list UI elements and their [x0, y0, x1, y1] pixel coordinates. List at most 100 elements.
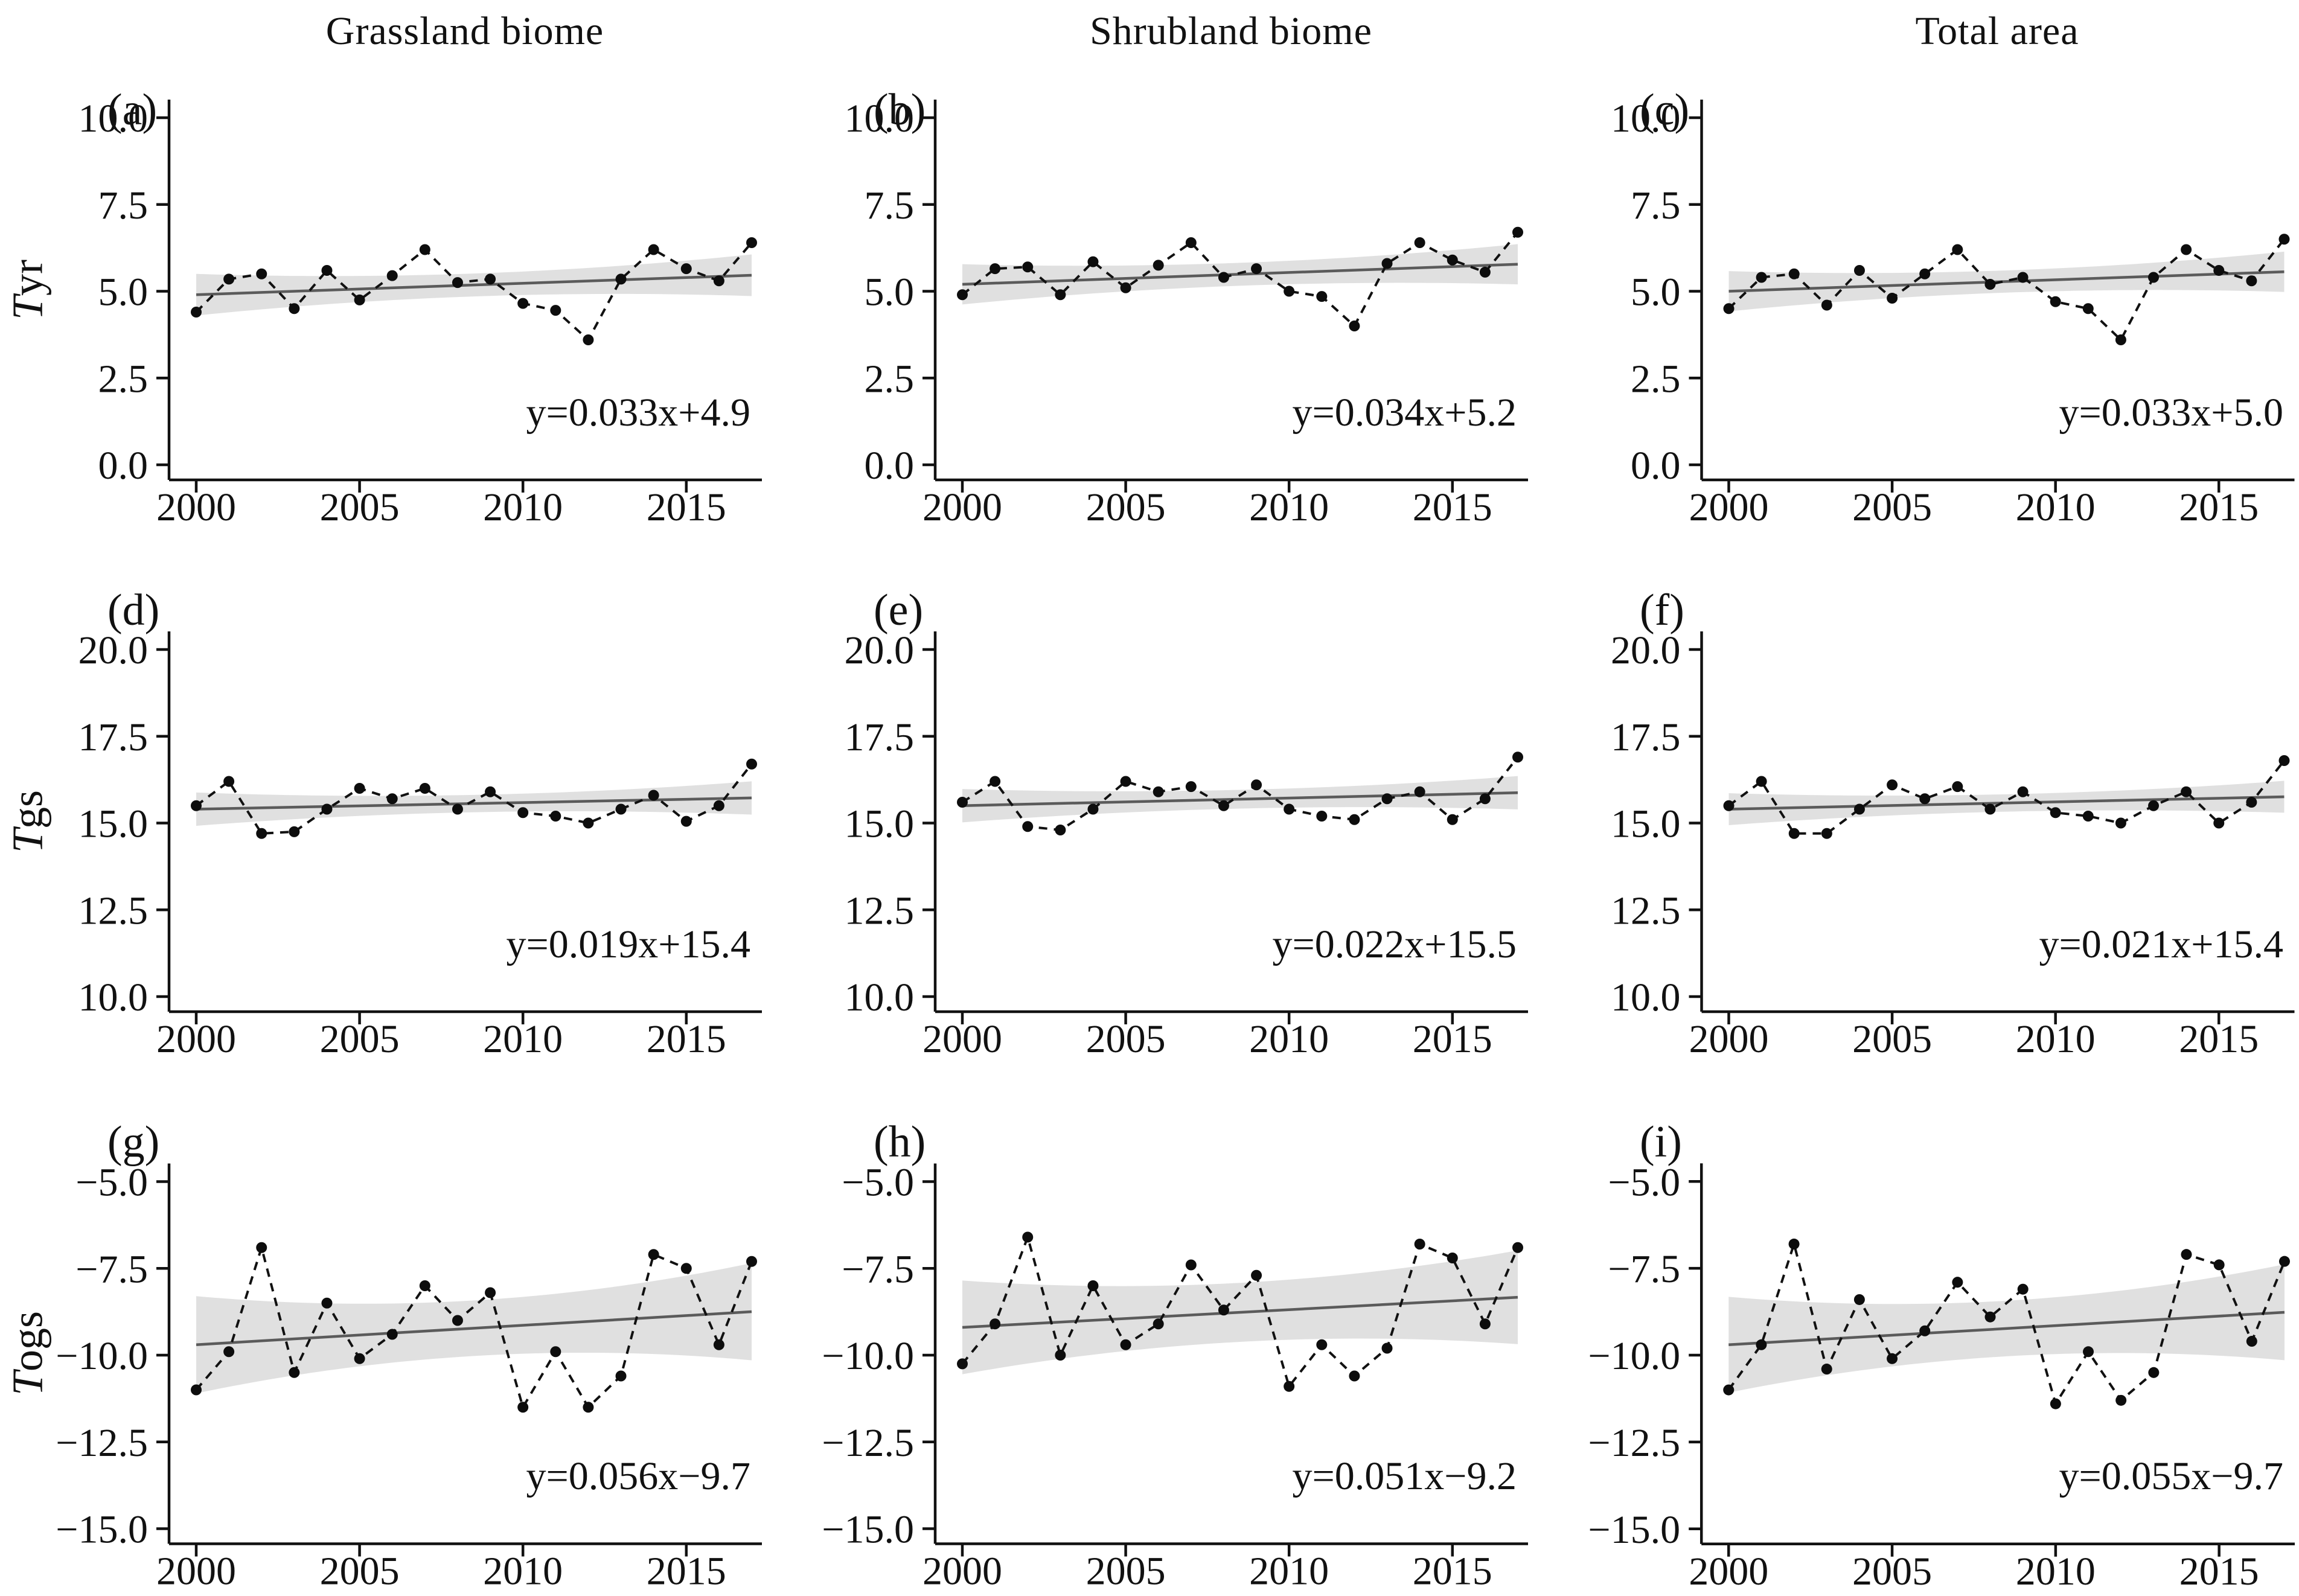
trend-line	[962, 1295, 1518, 1329]
data-point	[990, 776, 1001, 787]
data-point	[223, 273, 235, 285]
data-line	[195, 1243, 753, 1411]
data-point	[1185, 1259, 1197, 1271]
data-point	[419, 244, 430, 255]
chart-panel-a: 0.0 2.5 5.0 7.5 10.0 2000 2005 2010 2015 Grassla…	[0, 0, 766, 532]
data-point	[1479, 793, 1491, 805]
data-point	[2017, 786, 2029, 797]
y-axis-label: Togs	[3, 1311, 53, 1396]
data-point	[1251, 1269, 1262, 1281]
data-point	[1821, 828, 1832, 839]
y-tick-label: −5.0	[842, 1161, 914, 1205]
chart-canvas: 10.0 12.5 15.0 17.5 20.0 2000 2005 2010 2015	[845, 628, 1528, 1061]
data-point	[1284, 803, 1295, 815]
y-tick-label: 20.0	[1611, 628, 1681, 672]
x-tick-label: 2000	[1689, 485, 1769, 529]
x-tick-label: 2005	[1852, 1017, 1932, 1061]
data-point	[1723, 800, 1735, 811]
data-point	[1153, 786, 1164, 797]
data-point	[1756, 272, 1767, 283]
data-point	[2148, 1367, 2160, 1378]
data-point	[746, 758, 757, 770]
x-tick-label: 2000	[922, 1550, 1002, 1594]
chart-panel-e: 10.0 12.5 15.0 17.5 20.0 2000 2005 2010 2015 (e)…	[766, 532, 1532, 1064]
data-point	[1022, 821, 1034, 832]
data-point	[957, 1358, 968, 1370]
data-point	[2115, 817, 2126, 829]
y-tick-label: −15.0	[1588, 1508, 1680, 1552]
chart-canvas: −15.0 −12.5 −10.0 −7.5 −5.0 2000 2005 2010 2015	[822, 1161, 1528, 1594]
y-tick-label: 17.5	[1611, 715, 1681, 759]
chart-panel-g: −15.0 −12.5 −10.0 −7.5 −5.0 2000 2005 2010 2015 …	[0, 1064, 766, 1596]
data-point	[2082, 303, 2094, 314]
x-tick-label: 2005	[1086, 485, 1166, 529]
data-point	[1723, 1384, 1735, 1396]
data-point	[1414, 786, 1425, 797]
chart-panel-b: 0.0 2.5 5.0 7.5 10.0 2000 2005 2010 2015 Shrubla…	[766, 0, 1532, 532]
data-point	[1284, 1381, 1295, 1392]
data-point	[419, 1280, 430, 1291]
y-tick-label: −12.5	[822, 1421, 914, 1465]
data-point	[1381, 793, 1393, 805]
data-point	[256, 1242, 267, 1253]
chart-canvas: 10.0 12.5 15.0 17.5 20.0 2000 2005 2010 2015	[1611, 628, 2295, 1061]
x-tick-label: 2000	[922, 1017, 1002, 1061]
y-tick-label: −7.5	[842, 1247, 914, 1291]
y-tick-label: 12.5	[78, 889, 149, 933]
y-tick-label: 17.5	[845, 715, 915, 759]
data-point	[2017, 272, 2029, 283]
regression-equation: y=0.051x−9.2	[1292, 1454, 1517, 1498]
regression-equation: y=0.033x+4.9	[526, 391, 750, 435]
data-point	[1788, 828, 1800, 839]
y-tick-label: 10.0	[845, 97, 915, 141]
data-point	[680, 263, 692, 275]
data-point	[1055, 825, 1066, 835]
data-point	[1218, 1304, 1229, 1316]
regression-equation: y=0.033x+5.0	[2059, 391, 2283, 435]
data-line	[195, 241, 753, 342]
y-tick-label: −10.0	[822, 1334, 914, 1378]
x-tick-label: 2000	[1689, 1017, 1769, 1061]
x-tick-label: 2005	[320, 1550, 400, 1594]
data-line	[961, 231, 1519, 328]
data-point	[1414, 1239, 1425, 1250]
y-tick-label: 2.5	[1631, 357, 1681, 401]
x-tick-label: 2005	[1086, 1550, 1166, 1594]
y-axis-label-subscript: ogs	[3, 1310, 52, 1371]
data-point	[1952, 1277, 1963, 1288]
data-point	[256, 268, 267, 279]
y-tick-label: −10.0	[56, 1334, 148, 1378]
data-point	[452, 1315, 463, 1326]
x-tick-label: 2000	[156, 485, 236, 529]
data-point	[1381, 1342, 1393, 1354]
trend-line	[196, 1310, 752, 1346]
chart-canvas: 0.0 2.5 5.0 7.5 10.0 2000 2005 2010 2015	[845, 97, 1528, 529]
data-point	[680, 816, 692, 827]
data-point	[957, 289, 968, 301]
data-point	[1919, 793, 1931, 805]
x-tick-label: 2015	[647, 485, 726, 529]
data-point	[517, 1402, 529, 1413]
data-point	[289, 303, 300, 314]
data-point	[1512, 226, 1523, 238]
x-tick-label: 2010	[2016, 1550, 2096, 1594]
data-point	[1218, 272, 1229, 283]
regression-equation: y=0.019x+15.4	[506, 922, 750, 966]
data-point	[2050, 1398, 2061, 1409]
x-tick-label: 2015	[2179, 485, 2259, 529]
x-tick-label: 2015	[1413, 1017, 1492, 1061]
data-point	[680, 1263, 692, 1274]
trend-line	[962, 791, 1518, 807]
y-tick-label: 0.0	[1631, 444, 1681, 488]
regression-equation: y=0.055x−9.7	[2059, 1454, 2283, 1498]
data-point	[1381, 258, 1393, 269]
x-tick-label: 2010	[483, 1017, 563, 1061]
chart-canvas: 0.0 2.5 5.0 7.5 10.0 2000 2005 2010 2015	[78, 97, 762, 529]
data-point	[583, 817, 594, 829]
data-line	[1728, 759, 2286, 835]
data-point	[1218, 800, 1229, 811]
y-tick-label: −12.5	[56, 1421, 148, 1465]
data-point	[1479, 1318, 1491, 1330]
y-axis-label-symbol: T	[3, 828, 52, 854]
data-point	[191, 800, 202, 811]
